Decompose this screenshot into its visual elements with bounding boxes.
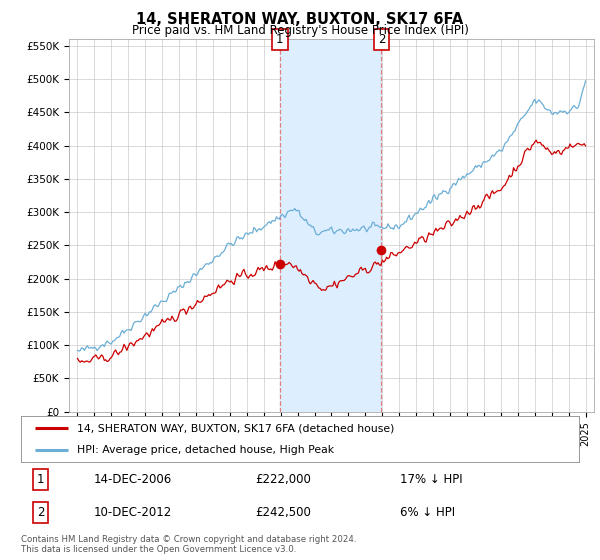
Bar bbox=[280, 39, 382, 412]
Text: £222,000: £222,000 bbox=[256, 473, 311, 486]
Text: £242,500: £242,500 bbox=[256, 506, 311, 519]
Text: 10-DEC-2012: 10-DEC-2012 bbox=[94, 506, 172, 519]
Text: 2: 2 bbox=[37, 506, 44, 519]
Text: 2: 2 bbox=[378, 32, 385, 46]
Text: 14, SHERATON WAY, BUXTON, SK17 6FA: 14, SHERATON WAY, BUXTON, SK17 6FA bbox=[136, 12, 464, 27]
Text: 14-DEC-2006: 14-DEC-2006 bbox=[94, 473, 172, 486]
Text: 1: 1 bbox=[37, 473, 44, 486]
Text: 1: 1 bbox=[276, 32, 284, 46]
Text: Contains HM Land Registry data © Crown copyright and database right 2024.
This d: Contains HM Land Registry data © Crown c… bbox=[21, 535, 356, 554]
Text: HPI: Average price, detached house, High Peak: HPI: Average price, detached house, High… bbox=[77, 445, 334, 455]
Text: 14, SHERATON WAY, BUXTON, SK17 6FA (detached house): 14, SHERATON WAY, BUXTON, SK17 6FA (deta… bbox=[77, 423, 394, 433]
Text: 6% ↓ HPI: 6% ↓ HPI bbox=[400, 506, 455, 519]
Text: 17% ↓ HPI: 17% ↓ HPI bbox=[400, 473, 463, 486]
Text: Price paid vs. HM Land Registry's House Price Index (HPI): Price paid vs. HM Land Registry's House … bbox=[131, 24, 469, 37]
